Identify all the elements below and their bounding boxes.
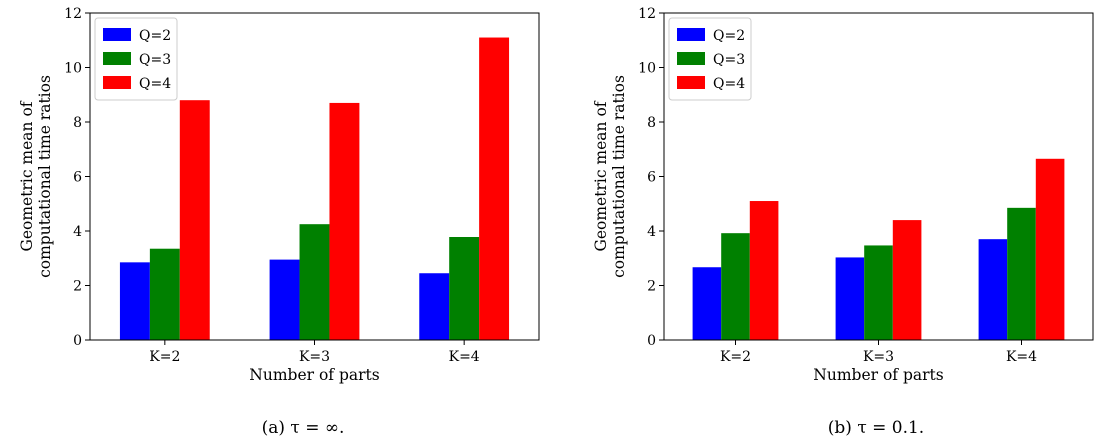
bar-Q2-K2 <box>119 262 150 340</box>
legend-swatch-Q2 <box>103 28 131 41</box>
y-axis-label-line: Geometric mean of <box>18 100 36 251</box>
legend: Q=2 Q=3 Q=4 <box>94 17 178 101</box>
y-tick-label: 12 <box>64 6 82 22</box>
y-tick-label: 4 <box>73 224 82 240</box>
bar-Q4-K4 <box>1035 158 1065 340</box>
bar-Q3-K4 <box>1007 207 1036 340</box>
bar-Q3-K2 <box>149 248 180 340</box>
y-tick-label: 10 <box>64 61 82 77</box>
figure-caption: (a) τ = ∞. <box>262 418 345 438</box>
y-axis-label-line: computational time ratios <box>36 75 54 278</box>
y-tick-label: 6 <box>73 170 82 186</box>
bar-Q4-K2 <box>179 100 210 340</box>
bar-Q3-K4 <box>449 237 480 340</box>
y-tick-label: 2 <box>647 279 656 295</box>
y-axis-label-line: Geometric mean of <box>592 100 610 251</box>
x-tick-label: K=2 <box>720 349 751 365</box>
y-tick-label: 4 <box>647 224 656 240</box>
y-tick-label: 2 <box>73 279 82 295</box>
bar-Q2-K4 <box>419 273 450 340</box>
legend-swatch-Q2 <box>677 28 705 41</box>
y-tick-label: 6 <box>647 170 656 186</box>
bar-Q4-K4 <box>479 37 510 340</box>
x-tick-label: K=3 <box>863 349 894 365</box>
legend-entry-Q3: Q=3 <box>139 52 171 68</box>
legend-swatch-Q3 <box>677 52 705 65</box>
x-tick-label: K=3 <box>299 349 330 365</box>
legend-entry-Q2: Q=2 <box>139 28 171 44</box>
bar-Q2-K4 <box>978 239 1008 340</box>
y-axis-label: Geometric mean ofcomputational time rati… <box>592 75 628 278</box>
chart-panel-1: 0 2 4 6 8 10 12 K=2 K=3 K=4 Number of parts Geometr… <box>18 6 540 438</box>
bar-Q3-K3 <box>864 245 893 340</box>
bar-Q4-K2 <box>749 201 779 340</box>
y-tick-label: 8 <box>647 115 656 131</box>
bar-Q4-K3 <box>329 102 360 341</box>
legend-entry-Q4: Q=4 <box>713 76 745 92</box>
bar-Q2-K3 <box>835 257 865 340</box>
bar-Q2-K2 <box>692 267 722 340</box>
legend: Q=2 Q=3 Q=4 <box>668 17 752 101</box>
y-tick-label: 12 <box>638 6 656 22</box>
x-axis-label: Number of parts <box>813 366 943 384</box>
x-tick-label: K=4 <box>449 349 480 365</box>
legend-swatch-Q4 <box>677 76 705 89</box>
y-tick-label: 0 <box>647 333 656 349</box>
chart-panel-2: 0 2 4 6 8 10 12 K=2 K=3 K=4 Number of parts Geometr… <box>592 6 1094 438</box>
legend-swatch-Q4 <box>103 76 131 89</box>
bar-Q3-K3 <box>299 224 330 340</box>
y-tick-label: 8 <box>73 115 82 131</box>
bar-Q4-K3 <box>892 220 922 340</box>
x-tick-label: K=2 <box>149 349 180 365</box>
legend-entry-Q3: Q=3 <box>713 52 745 68</box>
y-tick-label: 0 <box>73 333 82 349</box>
legend-entry-Q4: Q=4 <box>139 76 171 92</box>
bar-Q3-K2 <box>721 233 750 340</box>
x-axis-label: Number of parts <box>249 366 379 384</box>
legend-entry-Q2: Q=2 <box>713 28 745 44</box>
y-tick-label: 10 <box>638 61 656 77</box>
legend-swatch-Q3 <box>103 52 131 65</box>
y-axis-label: Geometric mean ofcomputational time rati… <box>18 75 54 278</box>
figure-caption: (b) τ = 0.1. <box>828 418 924 438</box>
y-axis-label-line: computational time ratios <box>610 75 628 278</box>
x-tick-label: K=4 <box>1006 349 1037 365</box>
bar-Q2-K3 <box>269 259 300 340</box>
